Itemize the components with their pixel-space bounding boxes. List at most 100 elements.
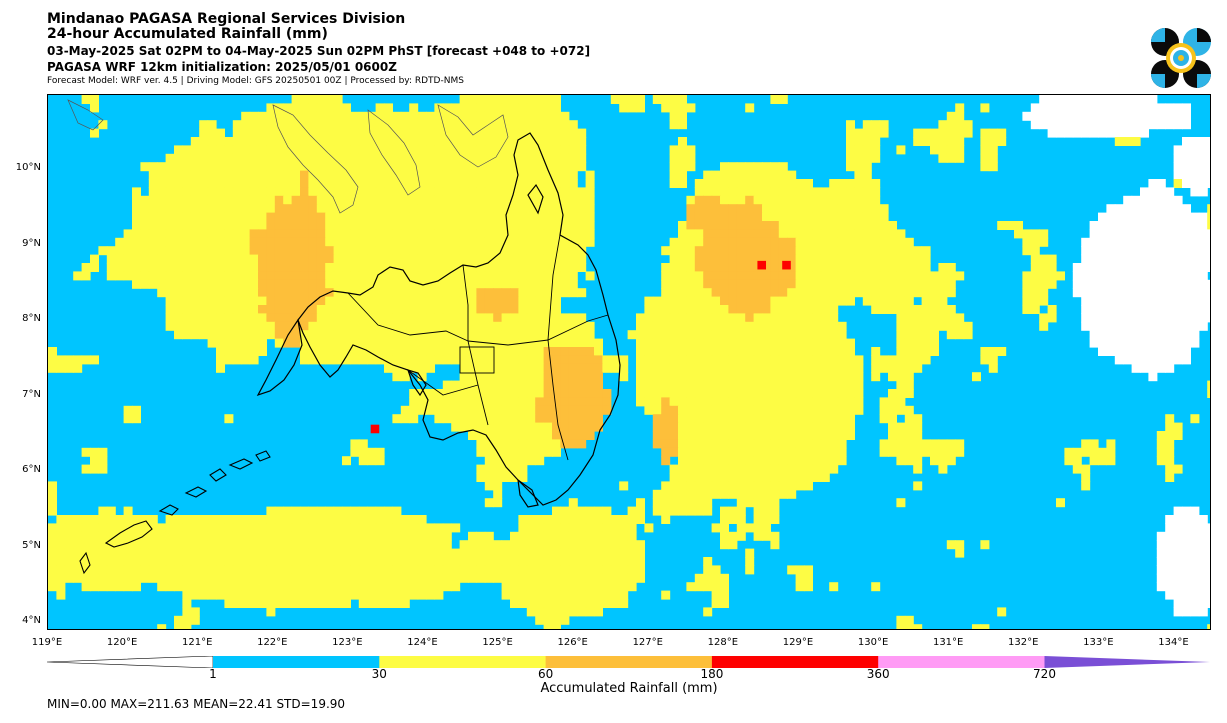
rain-cell xyxy=(241,204,251,214)
rain-cell xyxy=(1207,313,1210,323)
rain-cell xyxy=(736,204,746,214)
rain-cell xyxy=(182,313,192,323)
rain-cell xyxy=(1140,103,1149,113)
rainfall-map[interactable] xyxy=(47,94,1211,630)
rain-cell xyxy=(274,128,284,138)
rain-cell xyxy=(216,170,225,180)
rain-cell xyxy=(594,338,603,348)
rain-cell xyxy=(753,254,763,264)
rain-cell xyxy=(199,204,209,214)
rain-cell xyxy=(459,153,469,163)
rain-cell xyxy=(358,565,368,575)
rain-cell xyxy=(526,95,536,104)
rain-cell xyxy=(291,212,301,222)
rain-cell xyxy=(1165,221,1175,230)
rain-cell xyxy=(1098,120,1107,130)
rain-cell xyxy=(510,456,519,466)
rain-cell xyxy=(501,363,511,373)
rain-cell xyxy=(358,212,368,222)
rain-cell xyxy=(207,229,217,239)
rain-cell xyxy=(409,397,419,407)
rain-cell xyxy=(753,195,763,205)
rain-cell xyxy=(678,137,687,146)
rain-cell xyxy=(174,624,183,629)
rain-cell xyxy=(543,237,553,247)
rain-cell xyxy=(434,355,444,365)
rain-cell xyxy=(409,279,419,289)
rain-cell xyxy=(711,204,721,214)
rain-cell xyxy=(1173,237,1183,247)
rain-cell xyxy=(585,330,595,340)
rain-cell xyxy=(484,195,494,205)
rain-cell xyxy=(493,296,503,306)
rain-cell xyxy=(1089,305,1099,314)
rain-cell xyxy=(81,573,91,583)
rain-cell xyxy=(703,355,713,365)
rain-cell xyxy=(325,296,335,306)
rain-cell xyxy=(182,540,192,550)
rain-cell xyxy=(199,330,209,340)
rain-cell xyxy=(535,347,545,356)
rain-cell xyxy=(316,229,326,239)
rain-cell xyxy=(636,321,645,331)
rain-cell xyxy=(459,263,469,272)
rain-cell xyxy=(375,573,385,583)
rain-cell xyxy=(400,187,410,197)
rain-cell xyxy=(1114,120,1124,130)
lon-label: 126°E xyxy=(557,637,588,648)
rain-cell xyxy=(518,422,528,432)
rain-cell xyxy=(770,380,780,390)
rain-cell xyxy=(476,221,486,230)
rain-cell xyxy=(266,137,276,146)
rain-cell xyxy=(426,590,435,600)
rain-cell xyxy=(182,204,192,214)
rain-cell xyxy=(518,540,528,550)
rain-cell xyxy=(879,271,889,281)
rain-cell xyxy=(216,565,225,575)
rain-cell xyxy=(501,347,511,356)
rain-cell xyxy=(1173,548,1183,558)
rain-cell xyxy=(258,599,267,608)
rain-cell xyxy=(703,607,713,617)
rain-cell xyxy=(753,246,763,256)
rain-cell xyxy=(1089,313,1099,323)
rain-cell xyxy=(258,296,267,306)
rain-cell xyxy=(316,296,326,306)
rain-cell xyxy=(921,288,931,298)
rain-cell xyxy=(518,179,528,188)
rain-cell xyxy=(636,565,645,575)
rain-cell xyxy=(552,321,561,331)
rain-cell xyxy=(535,548,545,558)
rain-cell xyxy=(308,128,318,138)
rain-cell xyxy=(888,271,897,281)
rain-cell xyxy=(736,330,746,340)
rain-cell xyxy=(384,153,393,163)
rain-cell xyxy=(207,590,217,600)
rain-cell xyxy=(636,515,645,524)
rain-cell xyxy=(1089,447,1099,457)
rain-cell xyxy=(627,540,637,550)
rain-cell xyxy=(1089,271,1099,281)
rain-cell xyxy=(468,330,477,340)
rain-cell xyxy=(1198,321,1208,331)
rain-cell xyxy=(560,380,570,390)
rain-cell xyxy=(459,372,469,382)
rain-cell xyxy=(619,523,629,533)
rain-cell xyxy=(417,229,427,239)
rain-cell xyxy=(1182,170,1191,180)
rain-cell xyxy=(468,153,477,163)
rain-cell xyxy=(308,246,318,256)
rain-cell xyxy=(367,515,377,524)
rain-cell xyxy=(476,279,486,289)
rain-cell xyxy=(232,355,242,365)
rain-cell xyxy=(459,347,469,356)
rain-cell xyxy=(375,212,385,222)
rain-cell xyxy=(829,414,839,424)
rain-cell xyxy=(258,573,267,583)
rain-cell xyxy=(1106,279,1116,289)
rain-cell xyxy=(1198,145,1208,155)
rain-cell xyxy=(585,229,595,239)
rain-cell xyxy=(1098,95,1107,104)
rain-cell xyxy=(1148,246,1158,256)
rain-cell xyxy=(703,279,713,289)
